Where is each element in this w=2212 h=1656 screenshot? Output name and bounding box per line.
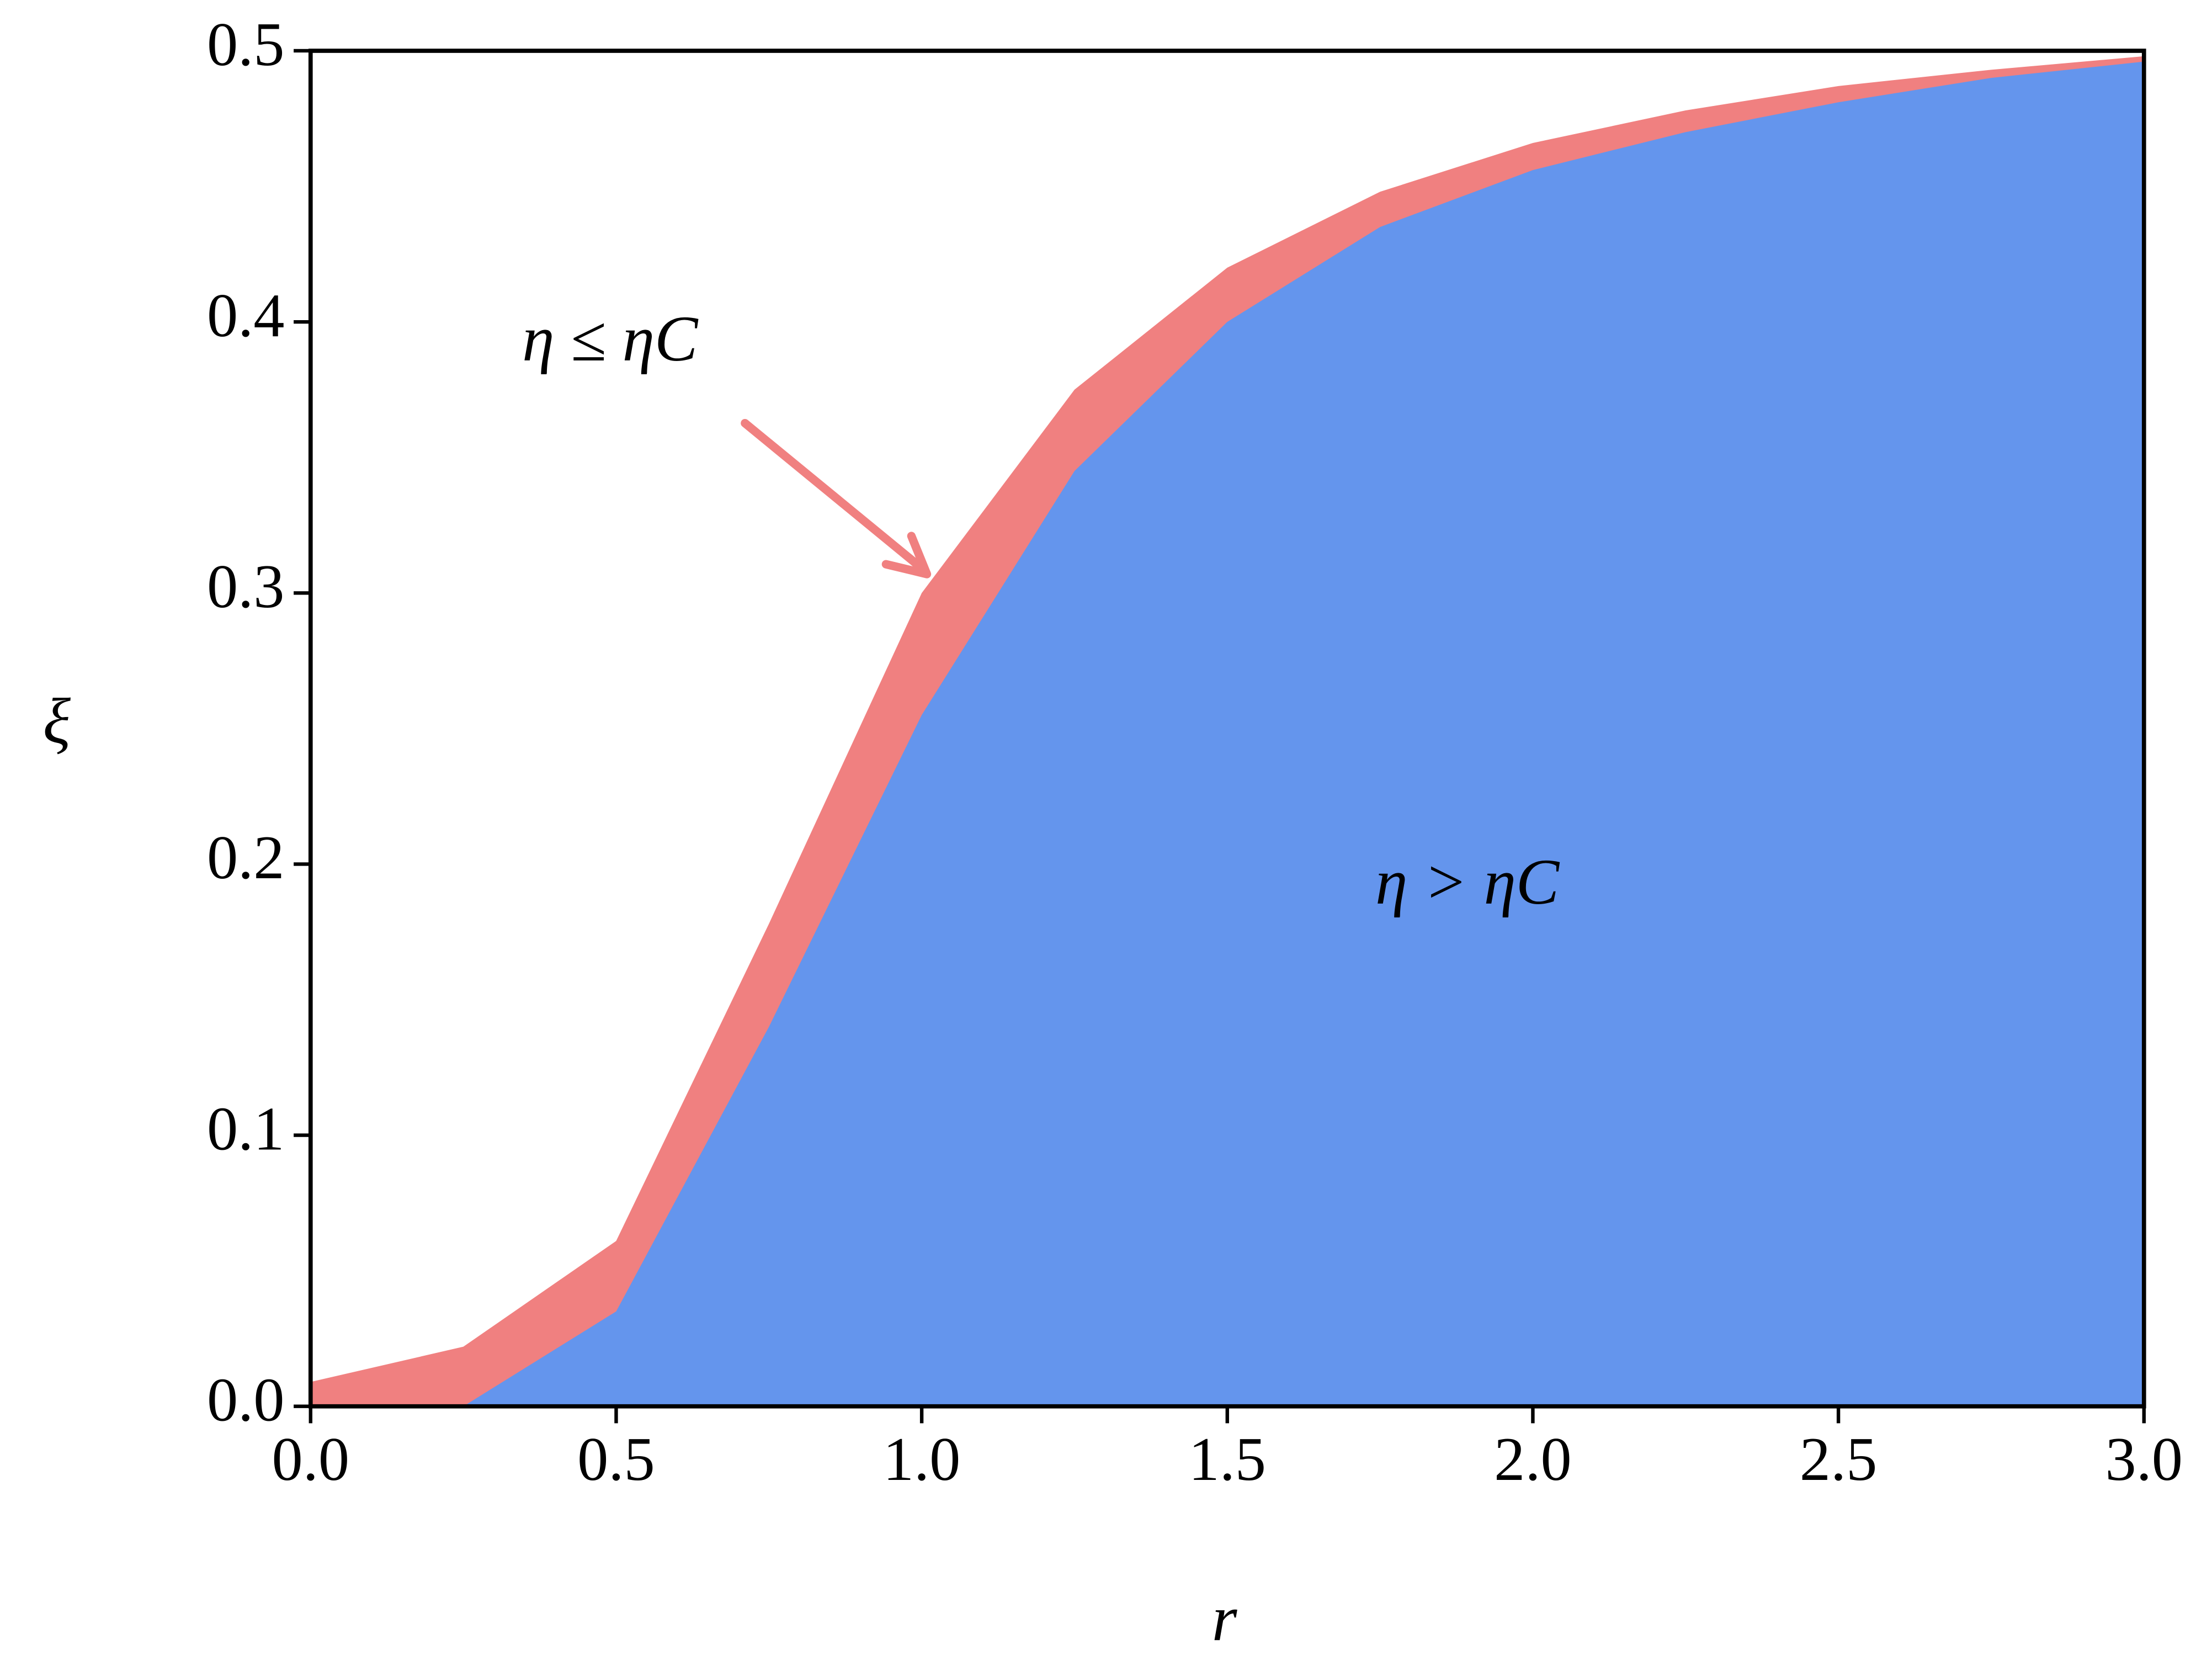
y-tick-label: 0.1 [207, 1095, 285, 1163]
x-tick-label: 0.5 [577, 1425, 655, 1494]
y-tick-label: 0.4 [207, 282, 285, 350]
x-tick-label: 1.5 [1188, 1425, 1266, 1494]
areas [310, 56, 2144, 1406]
annotation-arrow [741, 418, 930, 576]
y-tick-label: 0.3 [207, 553, 285, 621]
x-tick-label: 3.0 [2105, 1425, 2183, 1494]
annotation: η ≤ ηC [522, 303, 699, 375]
area [310, 61, 2144, 1406]
x-tick-label: 0.0 [272, 1425, 350, 1494]
y-axis-label: ξ [43, 686, 71, 757]
x-tick-label: 2.0 [1494, 1425, 1572, 1494]
x-tick-label: 2.5 [1800, 1425, 1878, 1494]
x-axis-label: r [1212, 1583, 1238, 1654]
y-tick-label: 0.0 [207, 1366, 285, 1434]
x-tick-label: 1.0 [883, 1425, 961, 1494]
y-tick-label: 0.5 [207, 10, 285, 79]
annotation-arrowhead [881, 532, 932, 578]
annotation: η > ηC [1375, 846, 1560, 918]
y-tick-label: 0.2 [207, 824, 285, 892]
